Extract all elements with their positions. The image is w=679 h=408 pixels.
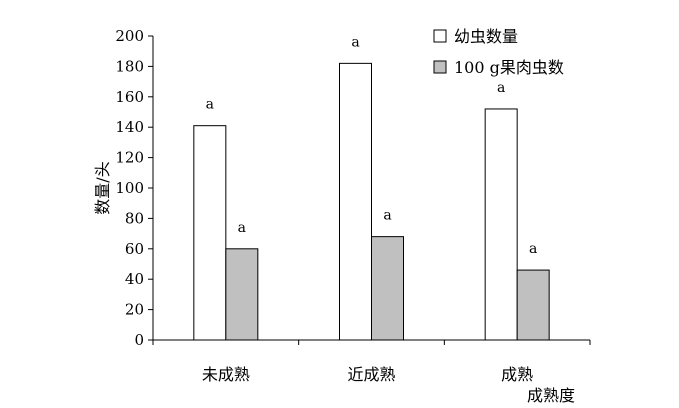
x-axis: 未成熟 近成熟 成熟	[152, 339, 591, 384]
legend-swatch	[433, 60, 447, 74]
bar-data-label: a	[351, 34, 359, 50]
bar-data-label: a	[238, 220, 246, 236]
bar-data-label: a	[383, 208, 391, 224]
bar	[193, 125, 227, 341]
y-axis-title: 数量/头	[93, 161, 112, 214]
bar	[371, 236, 404, 341]
bar-data-label: a	[497, 80, 505, 96]
y-tick-label: 60	[125, 240, 144, 258]
x-tick-label: 成熟	[501, 365, 533, 384]
y-tick-label: 180	[115, 57, 144, 75]
x-axis-title: 成熟度	[527, 386, 575, 405]
bar	[225, 248, 259, 341]
y-tick-label: 200	[115, 27, 144, 45]
legend-label: 100 g果肉虫数	[454, 58, 564, 77]
y-tick-label: 40	[125, 270, 144, 288]
y-axis: 0 20 40 60 80 100 120 140 160 180 200	[115, 27, 154, 349]
bar	[484, 108, 518, 341]
legend-swatch	[433, 29, 447, 43]
bar	[516, 269, 550, 341]
legend: 幼虫数量 100 g果肉虫数	[433, 27, 564, 77]
y-tick-label: 160	[115, 88, 144, 106]
bar	[339, 62, 372, 341]
bar-labels: a a a a a a	[206, 34, 538, 257]
bars	[193, 62, 550, 341]
y-tick-label: 140	[115, 118, 144, 136]
bar-data-label: a	[206, 97, 214, 113]
legend-label: 幼虫数量	[454, 27, 518, 46]
y-tick-label: 100	[115, 179, 144, 197]
y-tick-label: 120	[115, 149, 144, 167]
x-tick-label: 近成熟	[347, 365, 395, 384]
y-tick-label: 0	[134, 331, 144, 349]
y-tick-label: 20	[125, 301, 144, 319]
x-tick-label: 未成熟	[202, 365, 250, 384]
y-tick-label: 80	[125, 209, 144, 227]
bar-data-label: a	[529, 241, 537, 257]
